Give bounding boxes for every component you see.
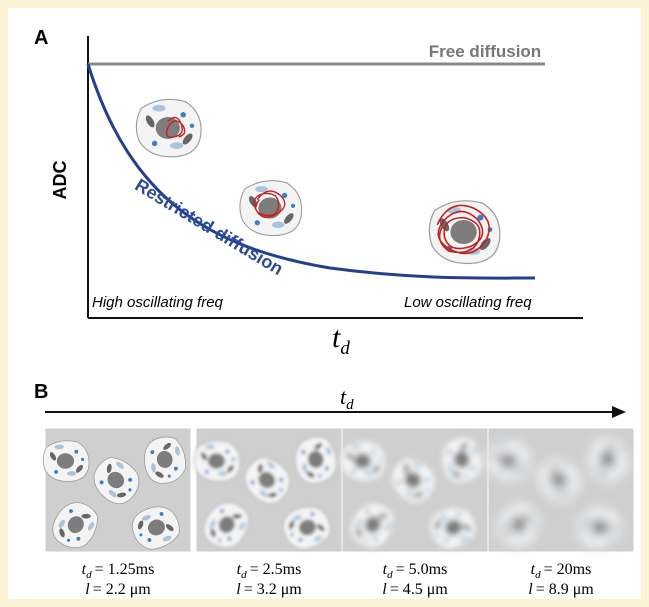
free-diffusion-label: Free diffusion [429, 42, 541, 61]
length-value: = 2.2 μm [93, 581, 152, 598]
cell-illustration [428, 200, 501, 265]
symbol: t [237, 561, 242, 578]
subscript: d [340, 338, 350, 359]
length-value: = 4.5 μm [390, 581, 449, 598]
cell [193, 440, 241, 482]
x-axis-label: td [332, 321, 350, 359]
length-value: = 8.9 μm [536, 581, 595, 598]
left-label: High oscillating freq [92, 294, 224, 311]
length-caption: l = 8.9 μm [528, 581, 594, 598]
symbol: t [531, 561, 536, 578]
symbol: l [85, 581, 90, 598]
right-label: Low oscillating freq [404, 294, 532, 311]
cell [42, 440, 90, 482]
time-value: = 1.25ms [95, 561, 155, 578]
arrow-head [612, 406, 626, 418]
length-caption: l = 3.2 μm [236, 581, 302, 598]
panel-label: B [34, 381, 48, 403]
time-caption: td = 2.5ms [237, 561, 302, 581]
symbol: l [382, 581, 387, 598]
cell-illustration [135, 98, 202, 158]
time-value: = 2.5ms [250, 561, 302, 578]
restricted-curve [86, 63, 536, 280]
subscript: d [535, 569, 541, 581]
length-caption: l = 4.5 μm [382, 581, 448, 598]
subscript: d [241, 569, 247, 581]
symbol: t [332, 321, 341, 354]
time-caption: td = 5.0ms [383, 561, 448, 581]
symbol: t [383, 561, 388, 578]
subscript: d [387, 569, 393, 581]
time-caption: td = 20ms [531, 561, 592, 581]
length-value: = 3.2 μm [244, 581, 303, 598]
y-axis-label: ADC [50, 161, 70, 200]
time-caption: td = 1.25ms [82, 561, 155, 581]
arrow-label: td [340, 384, 354, 413]
time-value: = 5.0ms [396, 561, 448, 578]
panel-label: A [34, 27, 48, 49]
cell-illustration [239, 180, 303, 237]
symbol: t [82, 561, 87, 578]
symbol: l [528, 581, 533, 598]
length-caption: l = 2.2 μm [85, 581, 151, 598]
cell [485, 440, 533, 482]
cell [339, 440, 387, 482]
subscript: d [346, 397, 354, 413]
subscript: d [86, 569, 92, 581]
time-value: = 20ms [544, 561, 592, 578]
symbol: t [340, 384, 347, 409]
symbol: l [236, 581, 241, 598]
